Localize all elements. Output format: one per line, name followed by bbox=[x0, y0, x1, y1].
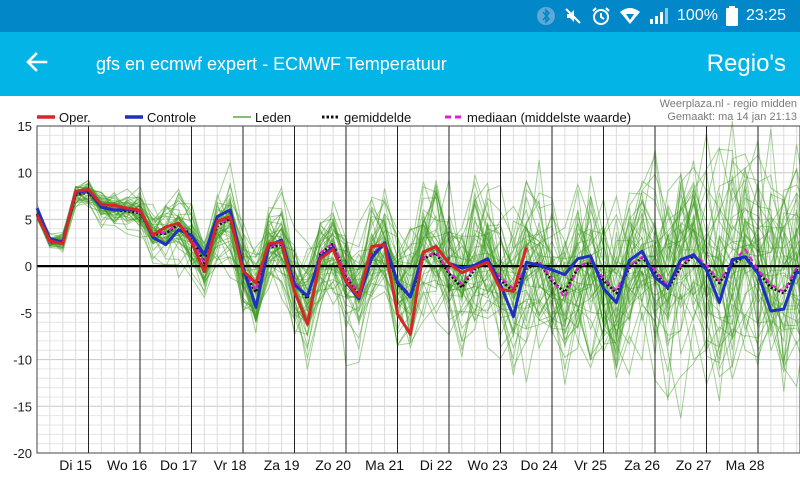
leden-member-line bbox=[36, 179, 800, 373]
x-day-label: Za 19 bbox=[264, 457, 300, 473]
y-tick-label: 5 bbox=[25, 212, 32, 227]
status-bar: 100% 23:25 bbox=[0, 0, 800, 32]
leden-member-line bbox=[36, 175, 800, 327]
leden-member-line bbox=[36, 173, 800, 344]
back-button[interactable] bbox=[14, 44, 60, 84]
made-caption: Gemaakt: ma 14 jan 21:13 bbox=[667, 111, 797, 123]
leden-member-line bbox=[36, 182, 800, 378]
x-day-label: Di 22 bbox=[420, 457, 453, 473]
oper-line bbox=[35, 188, 528, 336]
leden-member-line bbox=[36, 179, 800, 364]
plot-frame bbox=[36, 125, 800, 454]
x-day-label: Di 15 bbox=[59, 457, 92, 473]
legend: Oper. Controle Leden gemiddelde mediaan (mid… bbox=[37, 110, 631, 125]
x-day-label: Za 26 bbox=[624, 457, 660, 473]
app-bar: gfs en ecmwf expert - ECMWF Temperatuur … bbox=[0, 32, 800, 96]
x-day-label: Ma 28 bbox=[726, 457, 765, 473]
x-day-label: Wo 23 bbox=[468, 457, 508, 473]
y-tick-label: -20 bbox=[13, 446, 32, 461]
leden-member-line bbox=[36, 149, 800, 350]
y-axis: 15 10 5 0 -5 -10 -15 -20 bbox=[13, 119, 32, 461]
leden-member-line bbox=[36, 181, 800, 368]
x-day-label: Wo 16 bbox=[107, 457, 147, 473]
leden-member-line bbox=[36, 169, 800, 388]
leden-member-line bbox=[36, 190, 800, 352]
leden-member-line bbox=[36, 193, 800, 349]
leden-member-line bbox=[36, 174, 800, 360]
leden-member-line bbox=[36, 166, 800, 365]
legend-label-oper: Oper. bbox=[59, 110, 91, 125]
leden-member-line bbox=[36, 187, 800, 361]
x-day-label: Zo 20 bbox=[315, 457, 351, 473]
legend-label-leden: Leden bbox=[255, 110, 291, 125]
leden-member-line bbox=[36, 133, 800, 338]
battery-percentage: 100% bbox=[677, 7, 718, 24]
bluetooth-icon bbox=[537, 6, 556, 26]
leden-member-line bbox=[36, 190, 800, 326]
leden-member-line bbox=[36, 185, 800, 329]
x-day-label: Vr 25 bbox=[574, 457, 607, 473]
clock-time: 23:25 bbox=[745, 7, 786, 24]
battery-icon bbox=[725, 6, 738, 26]
x-day-label: Ma 21 bbox=[365, 457, 404, 473]
mute-icon bbox=[563, 6, 583, 26]
leden-member-line bbox=[36, 148, 800, 332]
leden-member-line bbox=[36, 184, 800, 369]
y-tick-label: -10 bbox=[13, 353, 32, 368]
regios-button[interactable]: Regio's bbox=[706, 50, 786, 77]
temperature-chart: 15 10 5 0 -5 -10 -15 -20 Di 15 Wo 16 Do 17 Vr 18 Za … bbox=[0, 96, 800, 482]
y-tick-label: -5 bbox=[20, 306, 32, 321]
page-title: gfs en ecmwf expert - ECMWF Temperatuur bbox=[96, 54, 447, 74]
chart-svg: 15 10 5 0 -5 -10 -15 -20 Di 15 Wo 16 Do 17 Vr 18 Za … bbox=[13, 98, 800, 473]
leden-member-line bbox=[36, 121, 800, 365]
mediaan-line bbox=[36, 190, 800, 299]
y-tick-label: 15 bbox=[18, 119, 32, 134]
leden-member-line bbox=[36, 188, 800, 369]
source-caption: Weerplaza.nl - regio midden bbox=[660, 98, 797, 110]
x-day-label: Do 17 bbox=[160, 457, 198, 473]
leden-member-line bbox=[36, 146, 800, 383]
leden-member-line bbox=[36, 198, 800, 370]
leden-member-line bbox=[36, 153, 800, 316]
wifi-icon bbox=[619, 6, 641, 26]
leden-member-line bbox=[36, 186, 800, 371]
arrow-left-icon bbox=[25, 50, 49, 79]
y-tick-label: -15 bbox=[13, 399, 32, 414]
leden-member-line bbox=[36, 159, 800, 360]
x-day-label: Do 24 bbox=[520, 457, 558, 473]
leden-member-line bbox=[36, 140, 800, 392]
x-day-label: Vr 18 bbox=[214, 457, 247, 473]
y-tick-label: 0 bbox=[25, 259, 32, 274]
legend-label-controle: Controle bbox=[147, 110, 196, 125]
status-icons: 100% 23:25 bbox=[537, 0, 786, 32]
leden-member-line bbox=[36, 185, 800, 330]
leden-member-line bbox=[36, 144, 800, 348]
leden-member-line bbox=[36, 153, 800, 342]
leden-member-line bbox=[36, 179, 800, 350]
y-tick-label: 10 bbox=[18, 166, 32, 181]
signal-icon bbox=[649, 6, 669, 26]
leden-member-line bbox=[36, 183, 800, 361]
alarm-icon bbox=[591, 6, 611, 26]
legend-label-mediaan: mediaan (middelste waarde) bbox=[467, 110, 631, 125]
x-day-label: Zo 27 bbox=[676, 457, 712, 473]
leden-member-line bbox=[36, 179, 800, 353]
leden-member-line bbox=[36, 179, 800, 347]
x-axis: Di 15 Wo 16 Do 17 Vr 18 Za 19 Zo 20 Ma 21 Di 22… bbox=[59, 457, 765, 473]
legend-label-gemiddelde: gemiddelde bbox=[344, 110, 411, 125]
